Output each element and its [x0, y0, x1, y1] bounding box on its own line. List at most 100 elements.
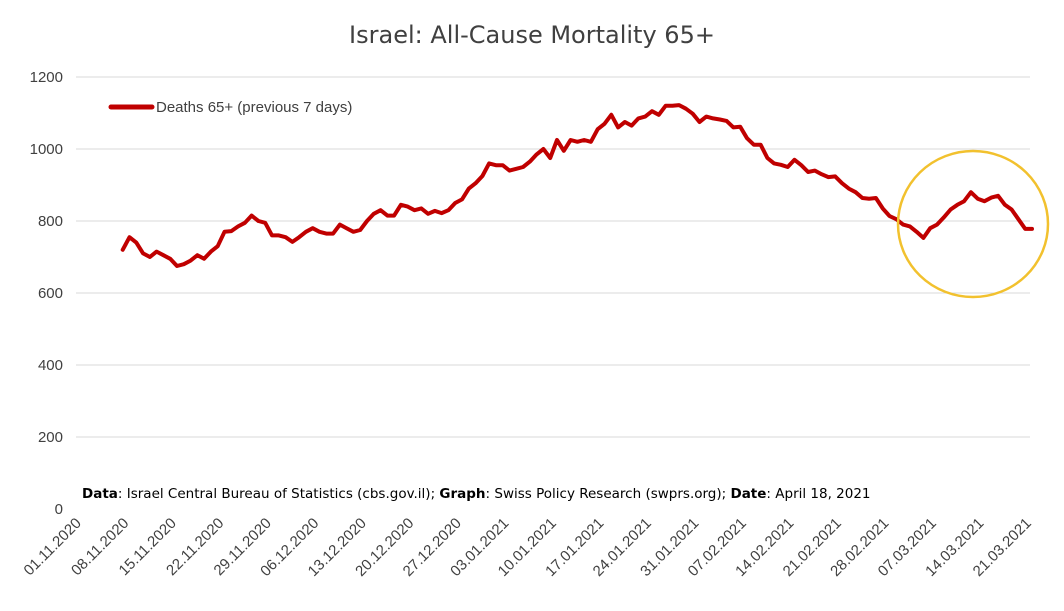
- data-point: [345, 226, 349, 230]
- data-point: [636, 116, 641, 120]
- data-point: [779, 163, 783, 167]
- data-point: [250, 214, 254, 218]
- data-point: [121, 248, 125, 252]
- data-point: [548, 156, 552, 160]
- data-point: [881, 206, 885, 210]
- data-point: [820, 172, 824, 176]
- data-point: [935, 223, 939, 227]
- data-point: [847, 187, 851, 191]
- data-point: [467, 187, 471, 191]
- data-point: [989, 196, 993, 200]
- data-point: [222, 230, 227, 234]
- data-point: [365, 219, 369, 223]
- data-point: [426, 212, 430, 216]
- gridlines: [76, 76, 1030, 438]
- data-point: [412, 208, 417, 212]
- y-tick-label: 1000: [30, 141, 63, 158]
- data-point: [582, 138, 586, 142]
- data-point: [697, 120, 702, 124]
- data-point: [385, 214, 389, 218]
- data-point: [277, 233, 281, 237]
- data-point: [324, 232, 328, 236]
- source-date-label: Date: [730, 486, 767, 502]
- source-graph-text: : Swiss Policy Research (swprs.org);: [485, 486, 731, 502]
- data-point: [962, 199, 966, 203]
- data-point: [996, 194, 1000, 198]
- source-graph-label: Graph: [439, 486, 486, 502]
- data-point: [765, 156, 770, 160]
- data-point: [216, 244, 220, 248]
- data-point: [752, 143, 756, 147]
- data-point: [955, 203, 960, 207]
- data-point: [541, 147, 546, 151]
- data-point: [175, 264, 179, 268]
- data-point: [982, 199, 987, 203]
- data-point: [650, 109, 654, 113]
- data-point: [596, 127, 600, 131]
- y-tick-label: 800: [38, 213, 63, 230]
- data-point: [440, 211, 444, 215]
- data-point: [528, 160, 532, 164]
- data-point: [474, 181, 478, 185]
- y-tick-label: 400: [38, 357, 63, 374]
- data-point: [161, 253, 165, 257]
- data-point: [799, 163, 803, 167]
- data-point: [290, 240, 294, 244]
- data-point: [501, 163, 505, 167]
- data-point: [602, 122, 607, 126]
- data-point: [460, 197, 464, 201]
- data-point: [745, 136, 749, 140]
- data-point: [284, 235, 288, 239]
- y-axis-ticks: 0 200 400 600 800 1000 1200: [30, 69, 63, 518]
- data-point: [949, 207, 953, 212]
- data-point: [127, 235, 132, 239]
- data-point: [772, 161, 776, 165]
- highlight-circle: [896, 149, 1050, 299]
- data-point: [514, 167, 518, 171]
- data-point: [670, 104, 675, 108]
- data-point: [792, 158, 797, 162]
- data-point: [1023, 227, 1027, 231]
- data-point: [311, 226, 315, 230]
- data-point: [1010, 207, 1014, 212]
- legend-label: Deaths 65+ (previous 7 days): [156, 99, 352, 116]
- data-point: [969, 190, 973, 194]
- data-point: [399, 203, 403, 207]
- data-point: [623, 120, 627, 124]
- data-point: [351, 230, 355, 234]
- data-point: [433, 209, 437, 213]
- data-point: [134, 241, 138, 245]
- data-point: [243, 221, 247, 225]
- data-point: [358, 228, 362, 232]
- data-point: [860, 196, 865, 200]
- y-tick-label: 200: [38, 429, 63, 446]
- data-point: [657, 113, 661, 117]
- series-line: [120, 103, 1034, 268]
- data-point: [338, 223, 342, 227]
- data-point: [854, 190, 858, 194]
- data-point: [494, 163, 498, 167]
- data-point: [521, 165, 525, 169]
- source-data-label: Data: [82, 486, 118, 502]
- data-point: [718, 117, 722, 122]
- data-point: [725, 119, 729, 123]
- data-point: [826, 175, 831, 179]
- y-tick-label: 1200: [30, 69, 63, 86]
- data-point: [684, 107, 688, 111]
- data-point: [202, 257, 206, 261]
- source-data-text: : Israel Central Bureau of Statistics (c…: [117, 486, 440, 502]
- data-point: [256, 219, 260, 223]
- data-point: [141, 251, 145, 255]
- data-point: [297, 235, 301, 239]
- data-point: [379, 208, 383, 212]
- data-point: [480, 174, 484, 178]
- data-point: [704, 115, 708, 119]
- data-point: [928, 226, 932, 230]
- data-point: [915, 230, 919, 234]
- data-point: [643, 115, 647, 119]
- chart-title: Israel: All-Cause Mortality 65+: [349, 21, 715, 49]
- source-note: Data: Israel Central Bureau of Statistic…: [82, 486, 871, 502]
- data-point: [731, 125, 736, 129]
- data-point: [738, 125, 742, 129]
- data-point: [263, 221, 267, 225]
